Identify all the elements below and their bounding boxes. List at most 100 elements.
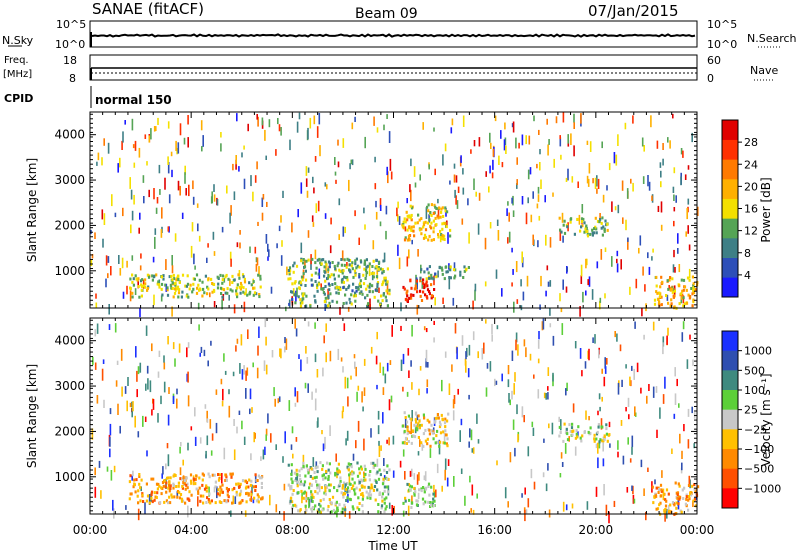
- echo-cell: [445, 433, 448, 437]
- echo-cell: [288, 266, 292, 270]
- scatter-cell: [105, 255, 108, 266]
- scatter-cell: [322, 443, 325, 452]
- scatter-cell: [507, 201, 509, 206]
- echo-cell: [409, 488, 412, 492]
- echo-cell: [416, 499, 419, 503]
- scatter-cell: [450, 127, 453, 134]
- echo-cell: [202, 287, 205, 291]
- scatter-cell: [599, 297, 602, 303]
- scatter-cell: [212, 231, 215, 240]
- title-radar: SANAE (fitACF): [92, 0, 204, 18]
- scatter-cell: [523, 339, 526, 347]
- echo-cell: [328, 301, 331, 305]
- scatter-cell: [531, 421, 534, 428]
- echo-cell: [684, 302, 687, 306]
- echo-cell: [406, 432, 409, 436]
- echo-cell: [248, 292, 251, 296]
- echo-cell: [238, 501, 241, 505]
- scatter-cell: [351, 159, 354, 166]
- echo-cell: [381, 495, 384, 499]
- echo-cell: [364, 296, 367, 300]
- scatter-cell: [224, 370, 227, 375]
- scatter-cell: [652, 248, 654, 253]
- scatter-cell: [103, 213, 106, 225]
- echo-cell: [315, 480, 318, 483]
- scatter-cell: [598, 440, 601, 449]
- scatter-cell: [264, 129, 266, 141]
- scatter-cell: [182, 475, 185, 486]
- echo-cell: [250, 283, 253, 287]
- scatter-cell: [256, 114, 258, 120]
- echo-cell: [692, 287, 695, 291]
- colorbar-tick-label: −500: [744, 463, 774, 476]
- scatter-cell: [353, 354, 356, 359]
- echo-cell: [681, 488, 684, 492]
- scatter-cell: [537, 186, 540, 194]
- scatter-cell: [426, 379, 429, 388]
- echo-cell: [331, 283, 334, 286]
- scatter-cell: [672, 186, 675, 193]
- echo-cell: [428, 234, 431, 238]
- echo-cell: [161, 481, 165, 484]
- echo-cell: [230, 475, 233, 479]
- scatter-cell: [250, 175, 252, 187]
- echo-cell: [233, 278, 236, 282]
- scatter-cell: [604, 366, 607, 374]
- echo-cell: [310, 496, 313, 500]
- scatter-cell: [342, 366, 344, 373]
- echo-cell: [201, 483, 204, 487]
- scatter-cell: [674, 267, 676, 273]
- scatter-cell: [281, 240, 283, 247]
- echo-cell: [673, 503, 676, 507]
- scatter-cell: [194, 407, 196, 417]
- scatter-cell: [253, 432, 255, 443]
- scatter-cell: [130, 189, 133, 200]
- echo-cell: [355, 289, 358, 293]
- scatter-cell: [539, 162, 541, 171]
- scatter-cell: [411, 410, 413, 422]
- scatter-cell: [411, 239, 413, 245]
- scatter-cell: [347, 396, 349, 407]
- scatter-cell: [472, 331, 475, 341]
- scatter-cell: [221, 473, 223, 484]
- echo-cell: [327, 260, 331, 264]
- echo-cell: [337, 261, 340, 265]
- scatter-cell: [631, 435, 634, 448]
- colorbar-tick-label: 25: [744, 404, 758, 417]
- echo-cell: [382, 293, 385, 297]
- scatter-cell: [352, 453, 355, 461]
- scatter-cell: [500, 130, 502, 139]
- echo-cell: [350, 264, 353, 268]
- echo-cell: [367, 492, 370, 496]
- scatter-cell: [485, 387, 488, 397]
- echo-cell: [662, 492, 665, 496]
- echo-cell: [404, 499, 407, 503]
- echo-cell: [347, 468, 350, 472]
- scatter-cell: [617, 204, 620, 214]
- scatter-cell: [234, 496, 237, 504]
- echo-cell: [253, 496, 256, 500]
- echo-cell: [653, 495, 656, 499]
- echo-cell: [413, 493, 416, 497]
- scatter-cell: [257, 221, 259, 226]
- scatter-cell: [476, 493, 478, 499]
- scatter-cell: [284, 346, 286, 353]
- scatter-cell: [448, 383, 451, 395]
- echo-cell: [327, 273, 330, 277]
- echo-cell: [358, 467, 361, 471]
- echo-cell: [386, 485, 389, 489]
- scatter-cell: [239, 242, 241, 249]
- scatter-cell: [176, 147, 178, 155]
- scatter-cell: [434, 297, 436, 306]
- echo-cell: [372, 275, 375, 279]
- echo-cell: [169, 476, 172, 480]
- echo-cell: [334, 510, 337, 514]
- echo-cell: [205, 501, 208, 504]
- echo-cell: [213, 289, 216, 293]
- echo-cell: [463, 269, 466, 273]
- echo-cell: [191, 290, 194, 294]
- scatter-cell: [198, 324, 200, 331]
- scatter-cell: [215, 422, 218, 434]
- scatter-cell: [547, 392, 549, 400]
